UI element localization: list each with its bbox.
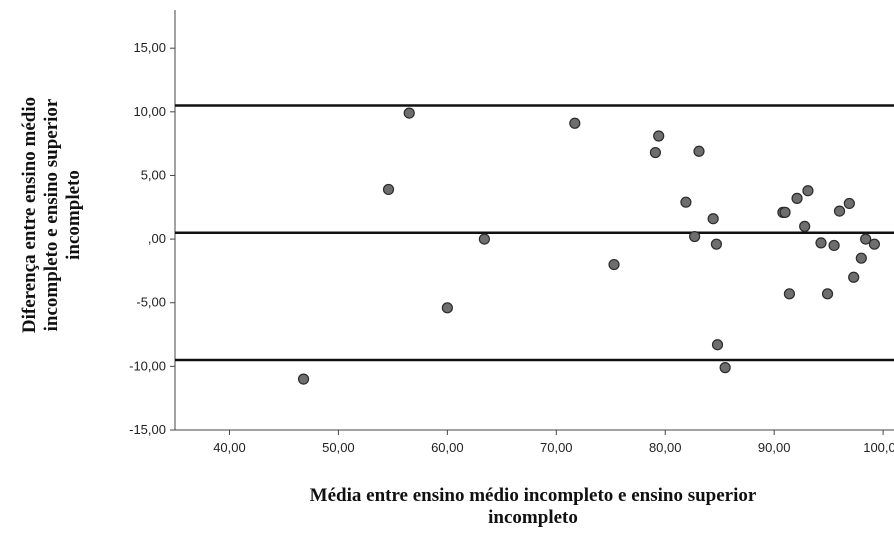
x-tick-label: 100,00 [863,440,894,455]
plot-area [170,10,894,435]
data-point [815,237,827,249]
y-tick-label: -5,00 [136,295,166,310]
data-point [569,117,581,129]
data-point [779,206,791,218]
data-point [719,362,731,374]
y-tick-label: 15,00 [133,40,166,55]
data-point [693,145,705,157]
data-point [403,107,415,119]
y-tick-label: 10,00 [133,104,166,119]
data-point [802,185,814,197]
data-point [828,239,840,252]
data-point [710,238,723,250]
y-tick-label: -15,00 [129,422,166,437]
y-axis-title: incompleto [63,170,84,260]
y-tick-label: 5,00 [141,167,166,182]
y-tick-label: -10,00 [129,358,166,373]
data-point [649,146,662,159]
data-point [843,197,855,210]
x-tick-label: 90,00 [758,440,791,455]
y-tick-label: ,00 [148,231,166,246]
data-point [608,258,620,271]
data-point [382,183,395,196]
data-point [791,192,803,204]
data-point [680,196,692,208]
x-tick-label: 80,00 [649,440,682,455]
data-point [711,339,724,351]
data-point [855,252,867,264]
data-point [441,302,453,314]
x-axis-title: incompleto [488,507,578,528]
data-point [860,233,872,245]
data-point [833,205,846,217]
y-axis-title: incompleto e ensino superior [41,98,62,331]
x-axis-title: Média entre ensino médio incompleto e en… [310,485,757,506]
data-point [799,220,811,232]
data-point [868,238,880,250]
data-point [689,230,701,243]
y-axis-title: Diferença entre ensino médio [19,97,40,333]
data-point [821,288,834,300]
data-point [848,271,860,283]
data-point [478,233,490,245]
axis-labels: -15,00 -10,00 -5,00 ,00 5,00 10,00 15,00 40,00 5… [19,40,894,528]
data-point [297,373,310,385]
x-tick-label: 70,00 [540,440,573,455]
data-point [707,213,719,225]
data-point [653,130,665,142]
x-tick-label: 50,00 [322,440,355,455]
data-point [783,288,796,300]
x-tick-label: 60,00 [431,440,464,455]
x-tick-label: 40,00 [213,440,246,455]
